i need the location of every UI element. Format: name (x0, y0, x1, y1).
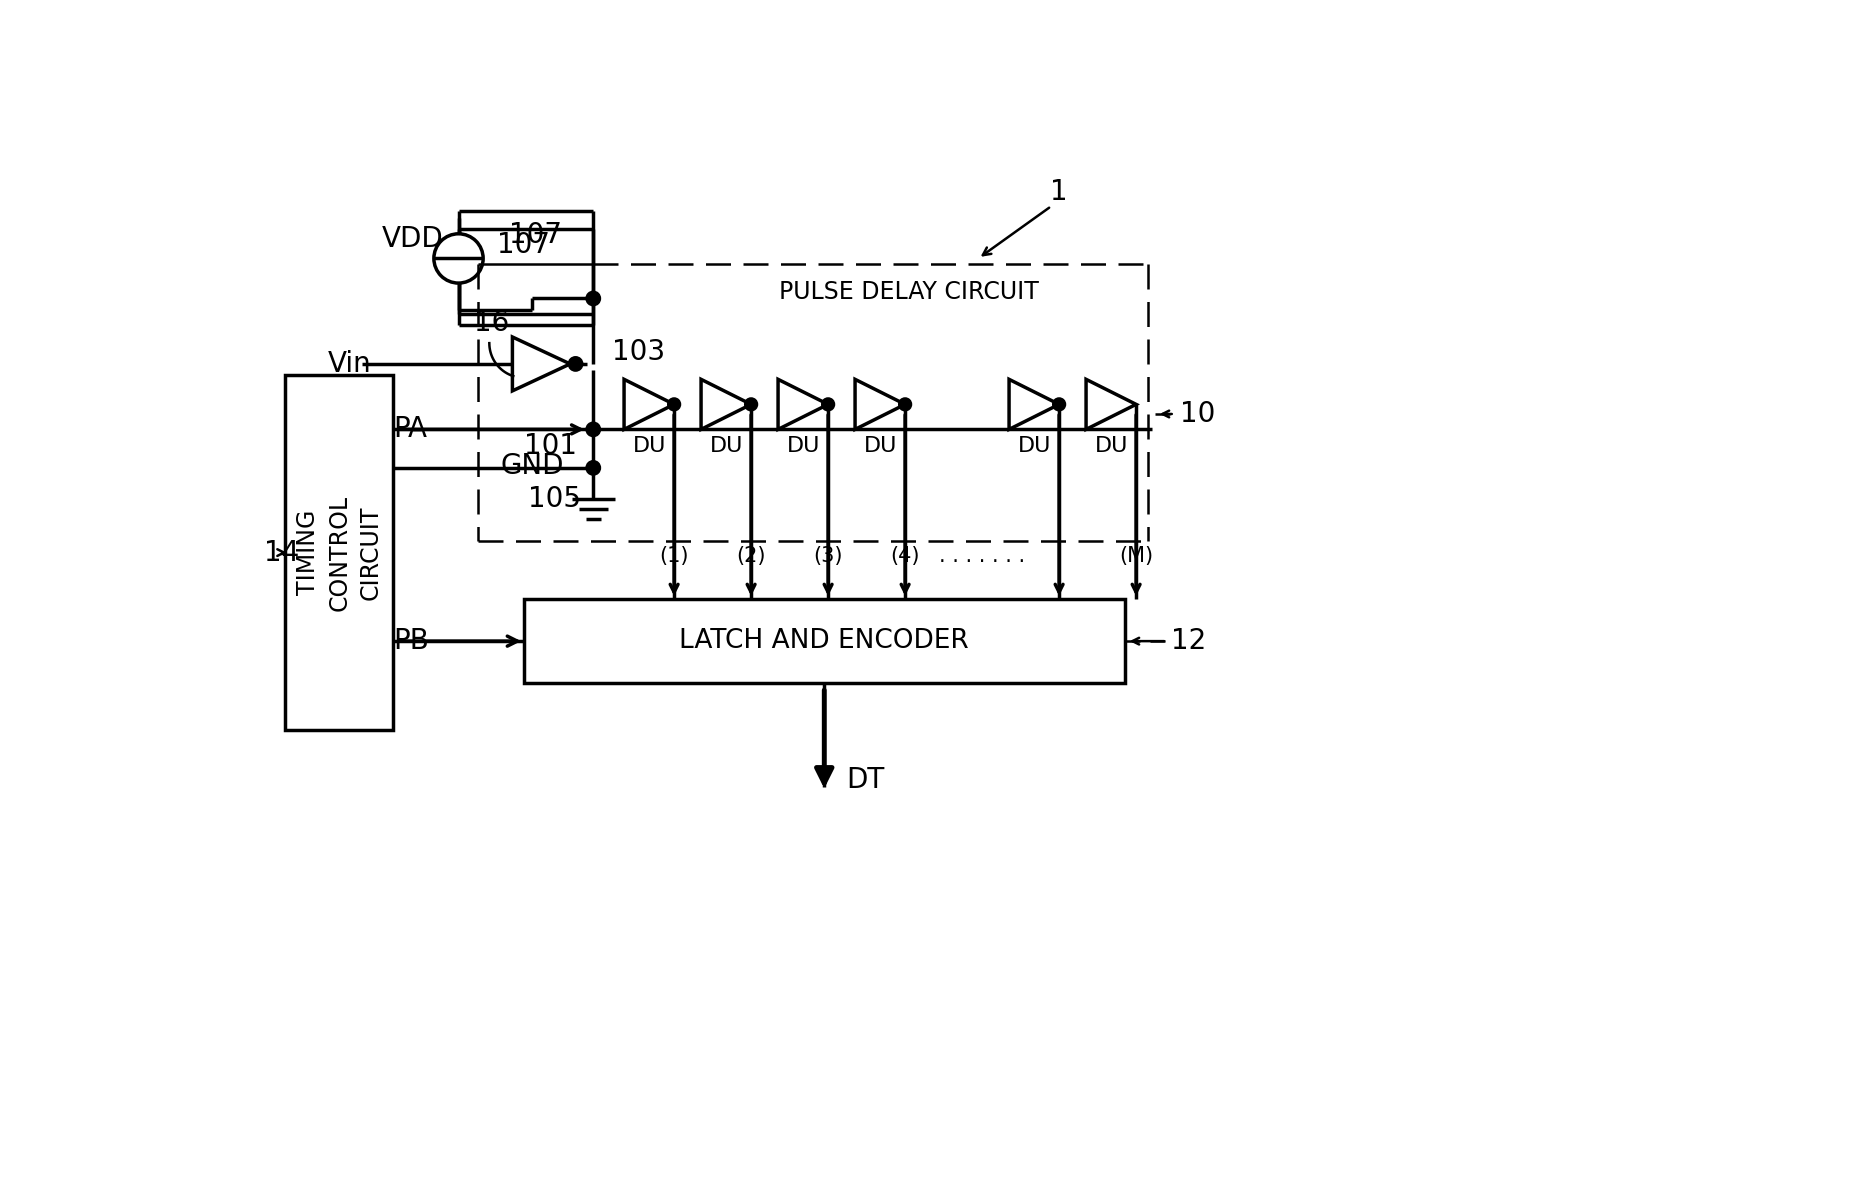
Text: 101: 101 (523, 432, 578, 460)
Text: DU: DU (1095, 436, 1127, 456)
Text: DT: DT (846, 766, 885, 793)
Text: 1: 1 (1050, 178, 1069, 206)
Polygon shape (1086, 379, 1136, 430)
Circle shape (570, 358, 581, 370)
Text: (1): (1) (660, 547, 688, 566)
Text: . . . . . . .: . . . . . . . (939, 547, 1026, 566)
Text: GND: GND (501, 453, 564, 480)
Text: 107: 107 (508, 222, 562, 249)
Circle shape (746, 399, 756, 409)
Circle shape (587, 461, 600, 474)
Text: 16: 16 (474, 309, 510, 337)
Text: 105: 105 (529, 485, 581, 513)
Text: PB: PB (394, 627, 429, 655)
Text: DU: DU (786, 436, 819, 456)
Text: VDD: VDD (381, 225, 442, 253)
Polygon shape (778, 379, 829, 430)
Text: (4): (4) (891, 547, 921, 566)
Polygon shape (624, 379, 675, 430)
Bar (523, 598, 1125, 684)
Circle shape (587, 424, 600, 436)
Circle shape (669, 399, 679, 409)
Text: DU: DU (632, 436, 666, 456)
Text: DU: DU (709, 436, 742, 456)
Text: 10: 10 (1179, 400, 1215, 427)
Polygon shape (855, 379, 906, 430)
Circle shape (823, 399, 834, 409)
Text: 103: 103 (611, 338, 666, 366)
Text: (3): (3) (814, 547, 844, 566)
Text: 107: 107 (497, 231, 549, 259)
Circle shape (1054, 399, 1065, 409)
Bar (285, 376, 394, 730)
Text: PULSE DELAY CIRCUIT: PULSE DELAY CIRCUIT (778, 281, 1039, 305)
Text: (M): (M) (1119, 547, 1153, 566)
Text: DU: DU (862, 436, 896, 456)
Circle shape (587, 293, 600, 305)
Polygon shape (512, 337, 570, 391)
Text: Vin: Vin (328, 350, 371, 378)
Text: 12: 12 (1170, 627, 1206, 655)
Text: DU: DU (1018, 436, 1050, 456)
Text: LATCH AND ENCODER: LATCH AND ENCODER (679, 628, 969, 654)
Text: TIMING
CONTROL
CIRCUIT: TIMING CONTROL CIRCUIT (296, 495, 382, 610)
Text: 14: 14 (264, 538, 298, 567)
Polygon shape (1009, 379, 1059, 430)
Text: (2): (2) (737, 547, 765, 566)
Text: PA: PA (394, 415, 428, 443)
Polygon shape (701, 379, 752, 430)
Circle shape (900, 399, 911, 409)
